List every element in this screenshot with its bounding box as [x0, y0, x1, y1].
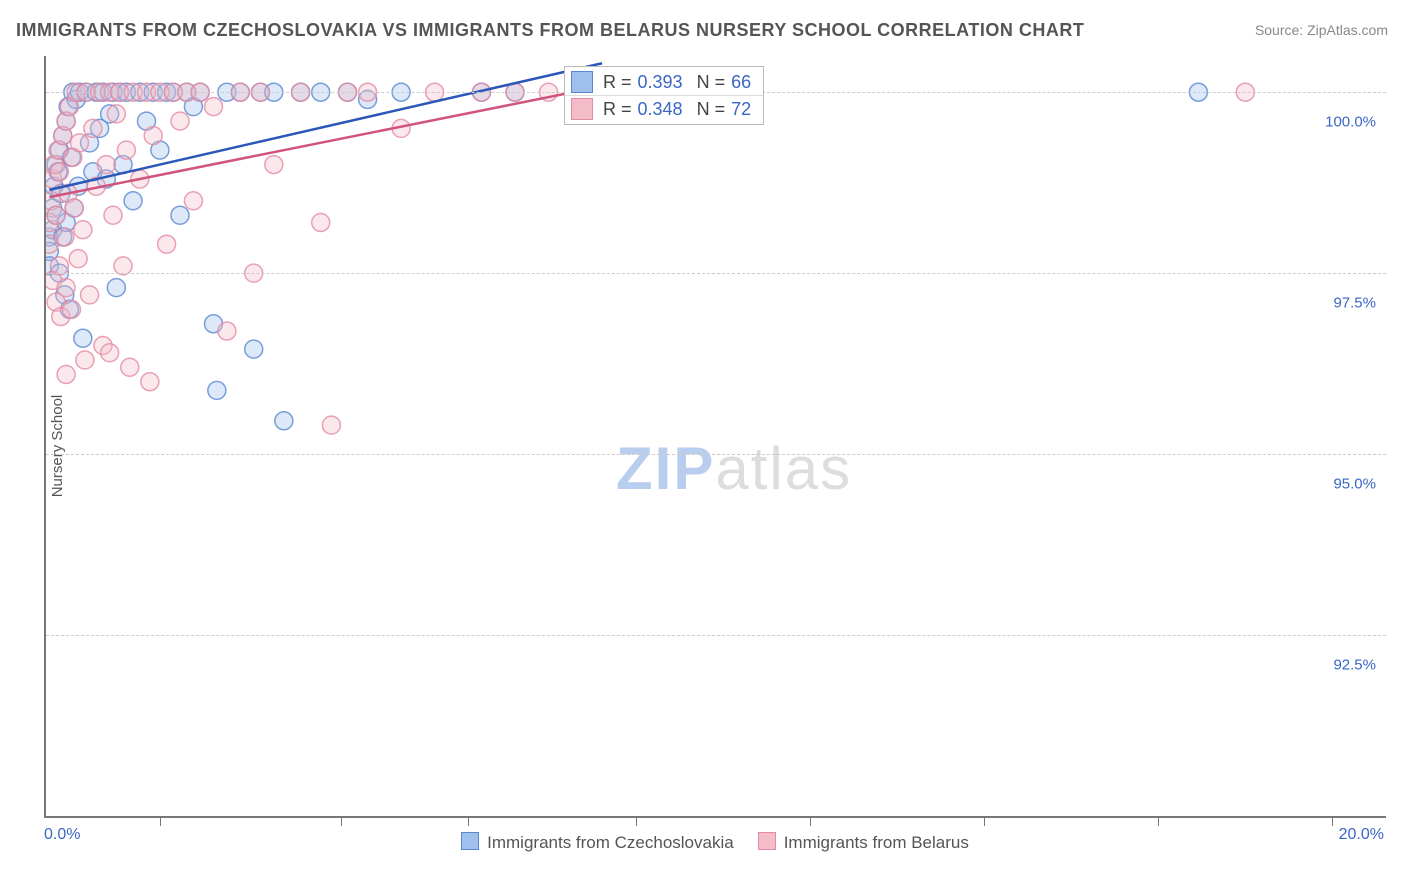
- data-point: [76, 351, 94, 369]
- data-point: [57, 365, 75, 383]
- legend-label: Immigrants from Czechoslovakia: [487, 833, 734, 852]
- correlation-legend: R = 0.393 N =66 R = 0.348 N =72: [564, 66, 764, 125]
- y-tick-label: 92.5%: [1333, 657, 1376, 674]
- plot-svg: [46, 56, 1386, 816]
- data-point: [208, 381, 226, 399]
- data-point: [81, 286, 99, 304]
- plot-area: ZIPatlas 92.5%95.0%97.5%100.0%: [44, 56, 1386, 818]
- chart-title: IMMIGRANTS FROM CZECHOSLOVAKIA VS IMMIGR…: [16, 20, 1084, 41]
- r-label: R =: [603, 72, 632, 93]
- data-point: [62, 300, 80, 318]
- source-link[interactable]: ZipAtlas.com: [1307, 22, 1388, 38]
- x-tick: [341, 816, 342, 826]
- data-point: [101, 344, 119, 362]
- n-value: 72: [731, 99, 751, 120]
- data-point: [65, 199, 83, 217]
- data-point: [69, 250, 87, 268]
- correlation-legend-row: R = 0.348 N =72: [565, 95, 763, 122]
- data-point: [141, 373, 159, 391]
- r-label: R =: [603, 99, 632, 120]
- legend-swatch: [758, 832, 776, 850]
- data-point: [245, 340, 263, 358]
- correlation-legend-row: R = 0.393 N =66: [565, 69, 763, 95]
- x-tick: [160, 816, 161, 826]
- data-point: [57, 279, 75, 297]
- gridline: [46, 273, 1386, 274]
- n-value: 66: [731, 72, 751, 93]
- data-point: [71, 134, 89, 152]
- x-tick: [636, 816, 637, 826]
- data-point: [312, 213, 330, 231]
- data-point: [171, 206, 189, 224]
- data-point: [218, 322, 236, 340]
- data-point: [322, 416, 340, 434]
- data-point: [275, 412, 293, 430]
- legend-swatch: [571, 98, 593, 120]
- data-point: [171, 112, 189, 130]
- chart-container: IMMIGRANTS FROM CZECHOSLOVAKIA VS IMMIGR…: [0, 0, 1406, 892]
- data-point: [184, 192, 202, 210]
- legend-swatch: [461, 832, 479, 850]
- data-point: [56, 228, 74, 246]
- data-point: [205, 98, 223, 116]
- source-prefix: Source:: [1255, 22, 1307, 38]
- trend-line: [49, 63, 602, 190]
- n-label: N =: [697, 99, 726, 120]
- x-tick: [468, 816, 469, 826]
- data-point: [74, 221, 92, 239]
- data-point: [84, 119, 102, 137]
- data-point: [104, 206, 122, 224]
- data-point: [107, 279, 125, 297]
- data-point: [97, 156, 115, 174]
- data-point: [74, 329, 92, 347]
- data-point: [124, 192, 142, 210]
- n-label: N =: [697, 72, 726, 93]
- data-point: [144, 127, 162, 145]
- x-tick: [984, 816, 985, 826]
- source-attribution: Source: ZipAtlas.com: [1255, 22, 1388, 38]
- gridline: [46, 454, 1386, 455]
- x-tick: [810, 816, 811, 826]
- data-point: [265, 156, 283, 174]
- gridline: [46, 635, 1386, 636]
- x-tick: [1158, 816, 1159, 826]
- r-value: 0.348: [638, 99, 683, 120]
- data-point: [47, 206, 65, 224]
- data-point: [158, 235, 176, 253]
- trend-line: [49, 86, 602, 197]
- y-tick-label: 100.0%: [1325, 114, 1376, 131]
- data-point: [117, 141, 135, 159]
- x-tick: [1332, 816, 1333, 826]
- data-point: [121, 358, 139, 376]
- r-value: 0.393: [638, 72, 683, 93]
- data-point: [50, 163, 68, 181]
- data-point: [107, 105, 125, 123]
- y-tick-label: 95.0%: [1333, 476, 1376, 493]
- legend-label: Immigrants from Belarus: [784, 833, 969, 852]
- series-legend: Immigrants from Czechoslovakia Immigrants…: [0, 832, 1406, 853]
- legend-swatch: [571, 71, 593, 93]
- y-tick-label: 97.5%: [1333, 295, 1376, 312]
